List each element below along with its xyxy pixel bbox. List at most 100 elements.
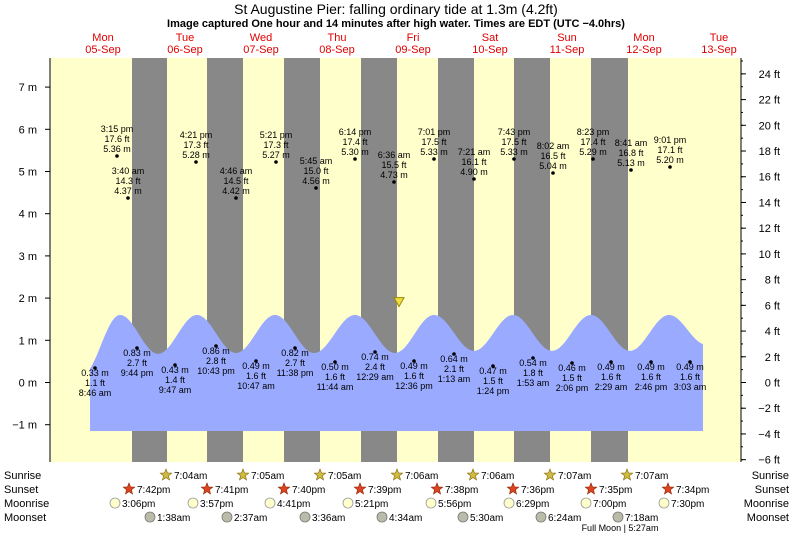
svg-text:4.37 m: 4.37 m — [114, 186, 142, 196]
svg-text:5.30 m: 5.30 m — [341, 147, 369, 157]
y-left-tick-label: 3 m — [19, 251, 37, 263]
y-right-tick-label: 16 ft — [759, 172, 780, 184]
svg-text:5:21 pm: 5:21 pm — [260, 130, 293, 140]
day-date: 09-Sep — [395, 44, 430, 56]
svg-text:4.56 m: 4.56 m — [302, 176, 330, 186]
sun-icon — [584, 482, 598, 495]
y-right-tick-label: −6 ft — [758, 455, 780, 467]
tide-point — [254, 359, 258, 363]
axes: 7 m 6 m 5 m 4 m 3 m 2 m 1 m 0 m −1 m 24 ft 22 ft 20… — [12, 58, 780, 467]
svg-text:2.7 ft: 2.7 ft — [127, 358, 148, 368]
chart-title: St Augustine Pier: falling ordinary tide… — [234, 1, 558, 17]
sunrise-label-left: Sunrise — [4, 470, 41, 482]
svg-text:6:36 am: 6:36 am — [378, 150, 411, 160]
y-right-tick-label: 10 ft — [759, 249, 780, 261]
svg-text:15.5 ft: 15.5 ft — [381, 160, 407, 170]
svg-text:5.20 m: 5.20 m — [656, 155, 684, 165]
svg-text:17.3 ft: 17.3 ft — [183, 140, 209, 150]
svg-text:0.49 m: 0.49 m — [676, 362, 704, 372]
svg-text:9:47 am: 9:47 am — [159, 385, 192, 395]
day-name: Fri — [407, 32, 420, 44]
moonset-icon — [612, 511, 624, 523]
svg-text:2.7 ft: 2.7 ft — [285, 358, 306, 368]
svg-text:0.49 m: 0.49 m — [400, 361, 428, 371]
svg-text:1.6 ft: 1.6 ft — [246, 371, 267, 381]
moonset-time: 5:30am — [470, 513, 503, 524]
svg-text:5:45 am: 5:45 am — [300, 156, 333, 166]
day-date: 08-Sep — [319, 44, 354, 56]
svg-text:3:15 pm: 3:15 pm — [101, 124, 134, 134]
moonrise-label-left: Moonrise — [4, 498, 49, 510]
svg-text:4.90 m: 4.90 m — [460, 167, 488, 177]
day-date: 06-Sep — [167, 44, 202, 56]
tide-point — [314, 186, 318, 190]
svg-text:1.5 ft: 1.5 ft — [483, 376, 504, 386]
tide-point — [392, 180, 396, 184]
svg-text:11:44 am: 11:44 am — [317, 382, 354, 392]
y-right-tick-label: 2 ft — [765, 352, 780, 364]
moonrise-time: 7:00pm — [593, 499, 626, 510]
sunrise-time: 7:05am — [251, 471, 284, 482]
svg-text:5.36 m: 5.36 m — [103, 144, 131, 154]
tide-point — [115, 154, 119, 158]
day-name: Sun — [557, 32, 577, 44]
low-tide-label: 0.46 m1.5 ft2:06 pm — [556, 361, 588, 393]
y-right-tick-label: 18 ft — [759, 146, 780, 158]
sun-icon — [430, 482, 444, 495]
svg-text:0.83 m: 0.83 m — [123, 348, 151, 358]
sun-moon-rows: Sunrise Sunrise Sunset Sunset Moonrise Moonri… — [4, 468, 789, 524]
tide-point — [234, 196, 238, 200]
moonset-time: 6:24am — [548, 513, 581, 524]
moonset-icon — [144, 511, 156, 523]
svg-text:6:14 pm: 6:14 pm — [339, 127, 372, 137]
svg-text:0.49 m: 0.49 m — [597, 362, 625, 372]
day-name: Mon — [633, 32, 654, 44]
sun-icon — [200, 482, 214, 495]
sun-icon — [353, 482, 367, 495]
y-left-tick-label: −1 m — [12, 420, 37, 432]
sunrise-time: 7:07am — [635, 471, 668, 482]
sun-icon — [277, 482, 291, 495]
moonrise-time: 3:57pm — [200, 499, 233, 510]
svg-text:0.49 m: 0.49 m — [637, 362, 665, 372]
y-right-tick-label: −4 ft — [758, 429, 780, 441]
chart-subtitle: Image captured One hour and 14 minutes a… — [167, 18, 625, 30]
sunset-time: 7:41pm — [215, 485, 248, 496]
day-name: Tue — [176, 32, 195, 44]
sunrise-time: 7:05am — [328, 471, 361, 482]
sunrise-label-right: Sunrise — [752, 470, 789, 482]
y-right-tick-label: 6 ft — [765, 300, 780, 312]
tide-point — [373, 350, 377, 354]
svg-text:3:03 am: 3:03 am — [674, 382, 707, 392]
svg-text:17.5 ft: 17.5 ft — [421, 137, 447, 147]
tide-point — [570, 361, 574, 365]
svg-text:1.6 ft: 1.6 ft — [641, 372, 662, 382]
svg-text:5.13 m: 5.13 m — [617, 158, 645, 168]
svg-text:5.29 m: 5.29 m — [579, 147, 607, 157]
svg-text:10:43 pm: 10:43 pm — [197, 366, 235, 376]
day-date: 11-Sep — [550, 44, 585, 56]
tide-point — [173, 363, 177, 367]
day-name: Thu — [328, 32, 347, 44]
day-name: Tue — [710, 32, 729, 44]
svg-text:2.1 ft: 2.1 ft — [444, 364, 465, 374]
svg-text:17.4 ft: 17.4 ft — [580, 137, 606, 147]
svg-text:0.82 m: 0.82 m — [281, 348, 309, 358]
moonset-time: 3:36am — [312, 513, 345, 524]
sun-icon — [390, 468, 404, 481]
low-tide-label: 0.49 m1.6 ft2:29 am — [595, 360, 627, 392]
day-date: 10-Sep — [472, 44, 507, 56]
svg-text:7:43 pm: 7:43 pm — [498, 127, 531, 137]
y-left-tick-label: 5 m — [19, 167, 37, 179]
sun-icon — [543, 468, 557, 481]
